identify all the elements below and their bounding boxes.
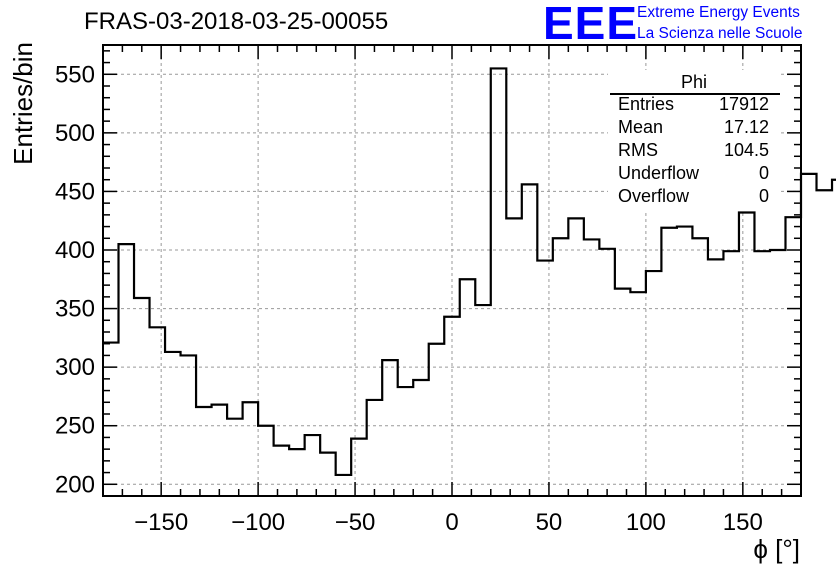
stats-row-mean: Mean 17.12: [618, 117, 769, 139]
y-axis-label: Entries/bin: [8, 42, 38, 165]
y-tick-label: 550: [55, 61, 95, 88]
stats-row-entries: Entries 17912: [618, 94, 769, 116]
x-axis-label: ϕ [°]: [753, 534, 800, 564]
stats-value: 17.12: [723, 117, 769, 137]
stats-label: Overflow: [618, 186, 690, 206]
stats-value: 0: [758, 163, 769, 183]
x-tick-labels: −150 −100 −50 0 50 100 150: [134, 509, 763, 536]
stats-row-underflow: Underflow 0: [618, 163, 769, 185]
stats-value: 104.5: [723, 140, 769, 160]
x-tick-label: 150: [723, 509, 763, 536]
stats-divider: [610, 93, 780, 95]
stats-label: RMS: [618, 140, 658, 160]
stats-row-rms: RMS 104.5: [618, 140, 769, 162]
y-tick-label: 400: [55, 237, 95, 264]
stats-label: Entries: [618, 94, 675, 114]
x-tick-label: −50: [335, 509, 376, 536]
histogram-step-line: [103, 67, 836, 477]
grid-lines: [103, 45, 801, 496]
y-tick-label: 350: [55, 296, 95, 323]
x-tick-label: −150: [134, 509, 188, 536]
brand-line-1: Extreme Energy Events: [637, 4, 800, 21]
axis-ticks: [102, 45, 802, 497]
y-tick-label: 500: [55, 120, 95, 147]
stats-value: 0: [758, 186, 769, 206]
y-tick-label: 250: [55, 413, 95, 440]
y-tick-label: 300: [55, 354, 95, 381]
brand-line-2: La Scienza nelle Scuole: [637, 25, 803, 42]
stats-label: Underflow: [618, 163, 700, 183]
x-tick-label: 0: [445, 509, 458, 536]
stats-box: Phi Entries 17912 Mean 17.12 RMS 104.5 U…: [608, 70, 780, 210]
stats-row-overflow: Overflow 0: [618, 186, 769, 208]
y-tick-labels: 200 250 300 350 400 450 500 550: [55, 61, 95, 498]
x-tick-label: 50: [536, 509, 563, 536]
stats-value: 17912: [718, 94, 769, 114]
x-tick-label: 100: [626, 509, 666, 536]
y-tick-label: 450: [55, 178, 95, 205]
stats-label: Mean: [618, 117, 664, 137]
stats-title: Phi: [680, 72, 707, 92]
y-tick-label: 200: [55, 471, 95, 498]
eee-logo: EEE: [543, 0, 639, 49]
x-tick-label: −100: [231, 509, 285, 536]
chart-title: FRAS-03-2018-03-25-00055: [84, 8, 389, 35]
